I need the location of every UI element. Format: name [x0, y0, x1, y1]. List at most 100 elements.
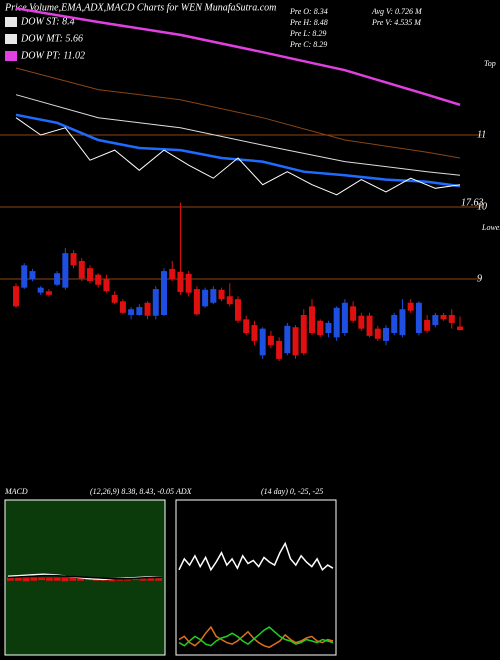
candle-body: [226, 296, 233, 305]
candle-body: [358, 315, 365, 329]
candle-body: [95, 274, 102, 285]
candle-body: [341, 302, 348, 333]
candle-body: [374, 328, 381, 339]
histogram-bar: [61, 577, 69, 582]
candle-body: [193, 289, 200, 315]
histogram-bar: [22, 577, 30, 582]
indicator-line: [178, 626, 334, 647]
candle-body: [62, 253, 69, 288]
indicator-line: [15, 67, 461, 159]
indicator-line: [7, 574, 162, 580]
panel-title: ADX: [175, 487, 193, 496]
candle-body: [333, 307, 340, 338]
info-label: Pre H: 8.48: [289, 18, 328, 27]
candle-body: [424, 320, 431, 331]
candle-body: [45, 291, 52, 295]
candle-body: [284, 325, 291, 354]
candle-body: [185, 273, 192, 293]
candle-body: [276, 340, 283, 359]
candle-body: [29, 271, 36, 279]
candle-body: [407, 302, 414, 311]
legend-label: DOW PT: 11.02: [20, 50, 85, 61]
candle-body: [177, 271, 184, 292]
candle-body: [300, 315, 307, 354]
y-tick-label: 10: [477, 201, 487, 212]
histogram-bar: [38, 577, 45, 581]
histogram-bar: [30, 577, 38, 581]
legend-swatch: [5, 51, 17, 61]
candle-body: [457, 326, 463, 331]
candle-body: [70, 253, 77, 266]
candle-body: [350, 306, 357, 321]
candle-body: [415, 302, 422, 333]
panel-title: MACD: [4, 487, 28, 496]
histogram-bar: [46, 577, 53, 581]
histogram-bar: [139, 577, 147, 581]
legend-swatch: [5, 17, 17, 27]
candle-body: [144, 302, 151, 316]
candle-body: [202, 289, 209, 307]
candle-body: [152, 289, 159, 316]
indicator-line: [178, 541, 334, 572]
candle-body: [399, 309, 406, 336]
candle-body: [325, 322, 332, 333]
candle-body: [432, 315, 439, 326]
candle-body: [78, 261, 85, 279]
candle-body: [391, 315, 398, 333]
candle-body: [111, 294, 118, 303]
y-tick-label: 9: [477, 273, 482, 284]
candle-body: [136, 307, 143, 315]
candle-body: [161, 271, 167, 315]
legend-label: DOW MT: 5.66: [20, 33, 83, 44]
candle-body: [448, 315, 455, 323]
info-label: Pre L: 8.29: [289, 29, 326, 38]
histogram-bar: [14, 577, 22, 581]
candle-body: [128, 309, 135, 315]
candle-body: [235, 299, 241, 321]
histogram-bar: [53, 577, 61, 581]
candle-body: [119, 301, 126, 313]
annotation: Lower: [481, 223, 500, 232]
info-label: Avg V: 0.726 M: [371, 7, 423, 16]
legend-label: DOW ST: 8.4: [20, 16, 75, 27]
info-label: Pre C: 8.29: [289, 40, 327, 49]
candle-body: [317, 320, 324, 336]
candle-body: [309, 306, 315, 333]
histogram-bar: [155, 577, 162, 581]
candle-body: [251, 325, 258, 341]
panel-subtitle: (14 day) 0, -25, -25: [261, 487, 323, 496]
histogram-bar: [77, 577, 84, 581]
panel-subtitle: (12,26,9) 8.38, 8.43, -0.05: [90, 487, 174, 496]
y-tick-label: 11: [477, 129, 486, 140]
candle-body: [103, 279, 110, 292]
histogram-bar: [7, 577, 14, 581]
candle-body: [259, 328, 266, 356]
indicator-line: [15, 117, 461, 196]
indicator-line: [15, 7, 461, 106]
info-label: Pre O: 8.34: [289, 7, 328, 16]
candle-body: [37, 287, 44, 293]
annotation: 17.63: [461, 197, 484, 208]
candle-body: [21, 265, 28, 288]
candle-body: [169, 268, 176, 279]
candle-body: [440, 315, 447, 320]
legend-swatch: [5, 34, 17, 44]
annotation: Top: [484, 59, 496, 68]
candle-body: [383, 327, 389, 341]
candle-body: [292, 327, 299, 356]
candle-body: [366, 315, 373, 336]
candle-body: [87, 268, 93, 282]
candle-body: [267, 335, 274, 346]
panel-background: [175, 499, 337, 656]
indicator-line: [15, 94, 461, 176]
candle-body: [218, 289, 225, 300]
indicator-line: [178, 625, 334, 649]
candle-body: [210, 289, 217, 303]
candle-body: [243, 319, 250, 333]
chart-title: Price,Volume,EMA,ADX,MACD Charts for WEN…: [4, 2, 276, 13]
info-label: Pre V: 4.535 M: [371, 18, 422, 27]
histogram-bar: [147, 577, 155, 581]
indicator-line: [15, 113, 461, 188]
